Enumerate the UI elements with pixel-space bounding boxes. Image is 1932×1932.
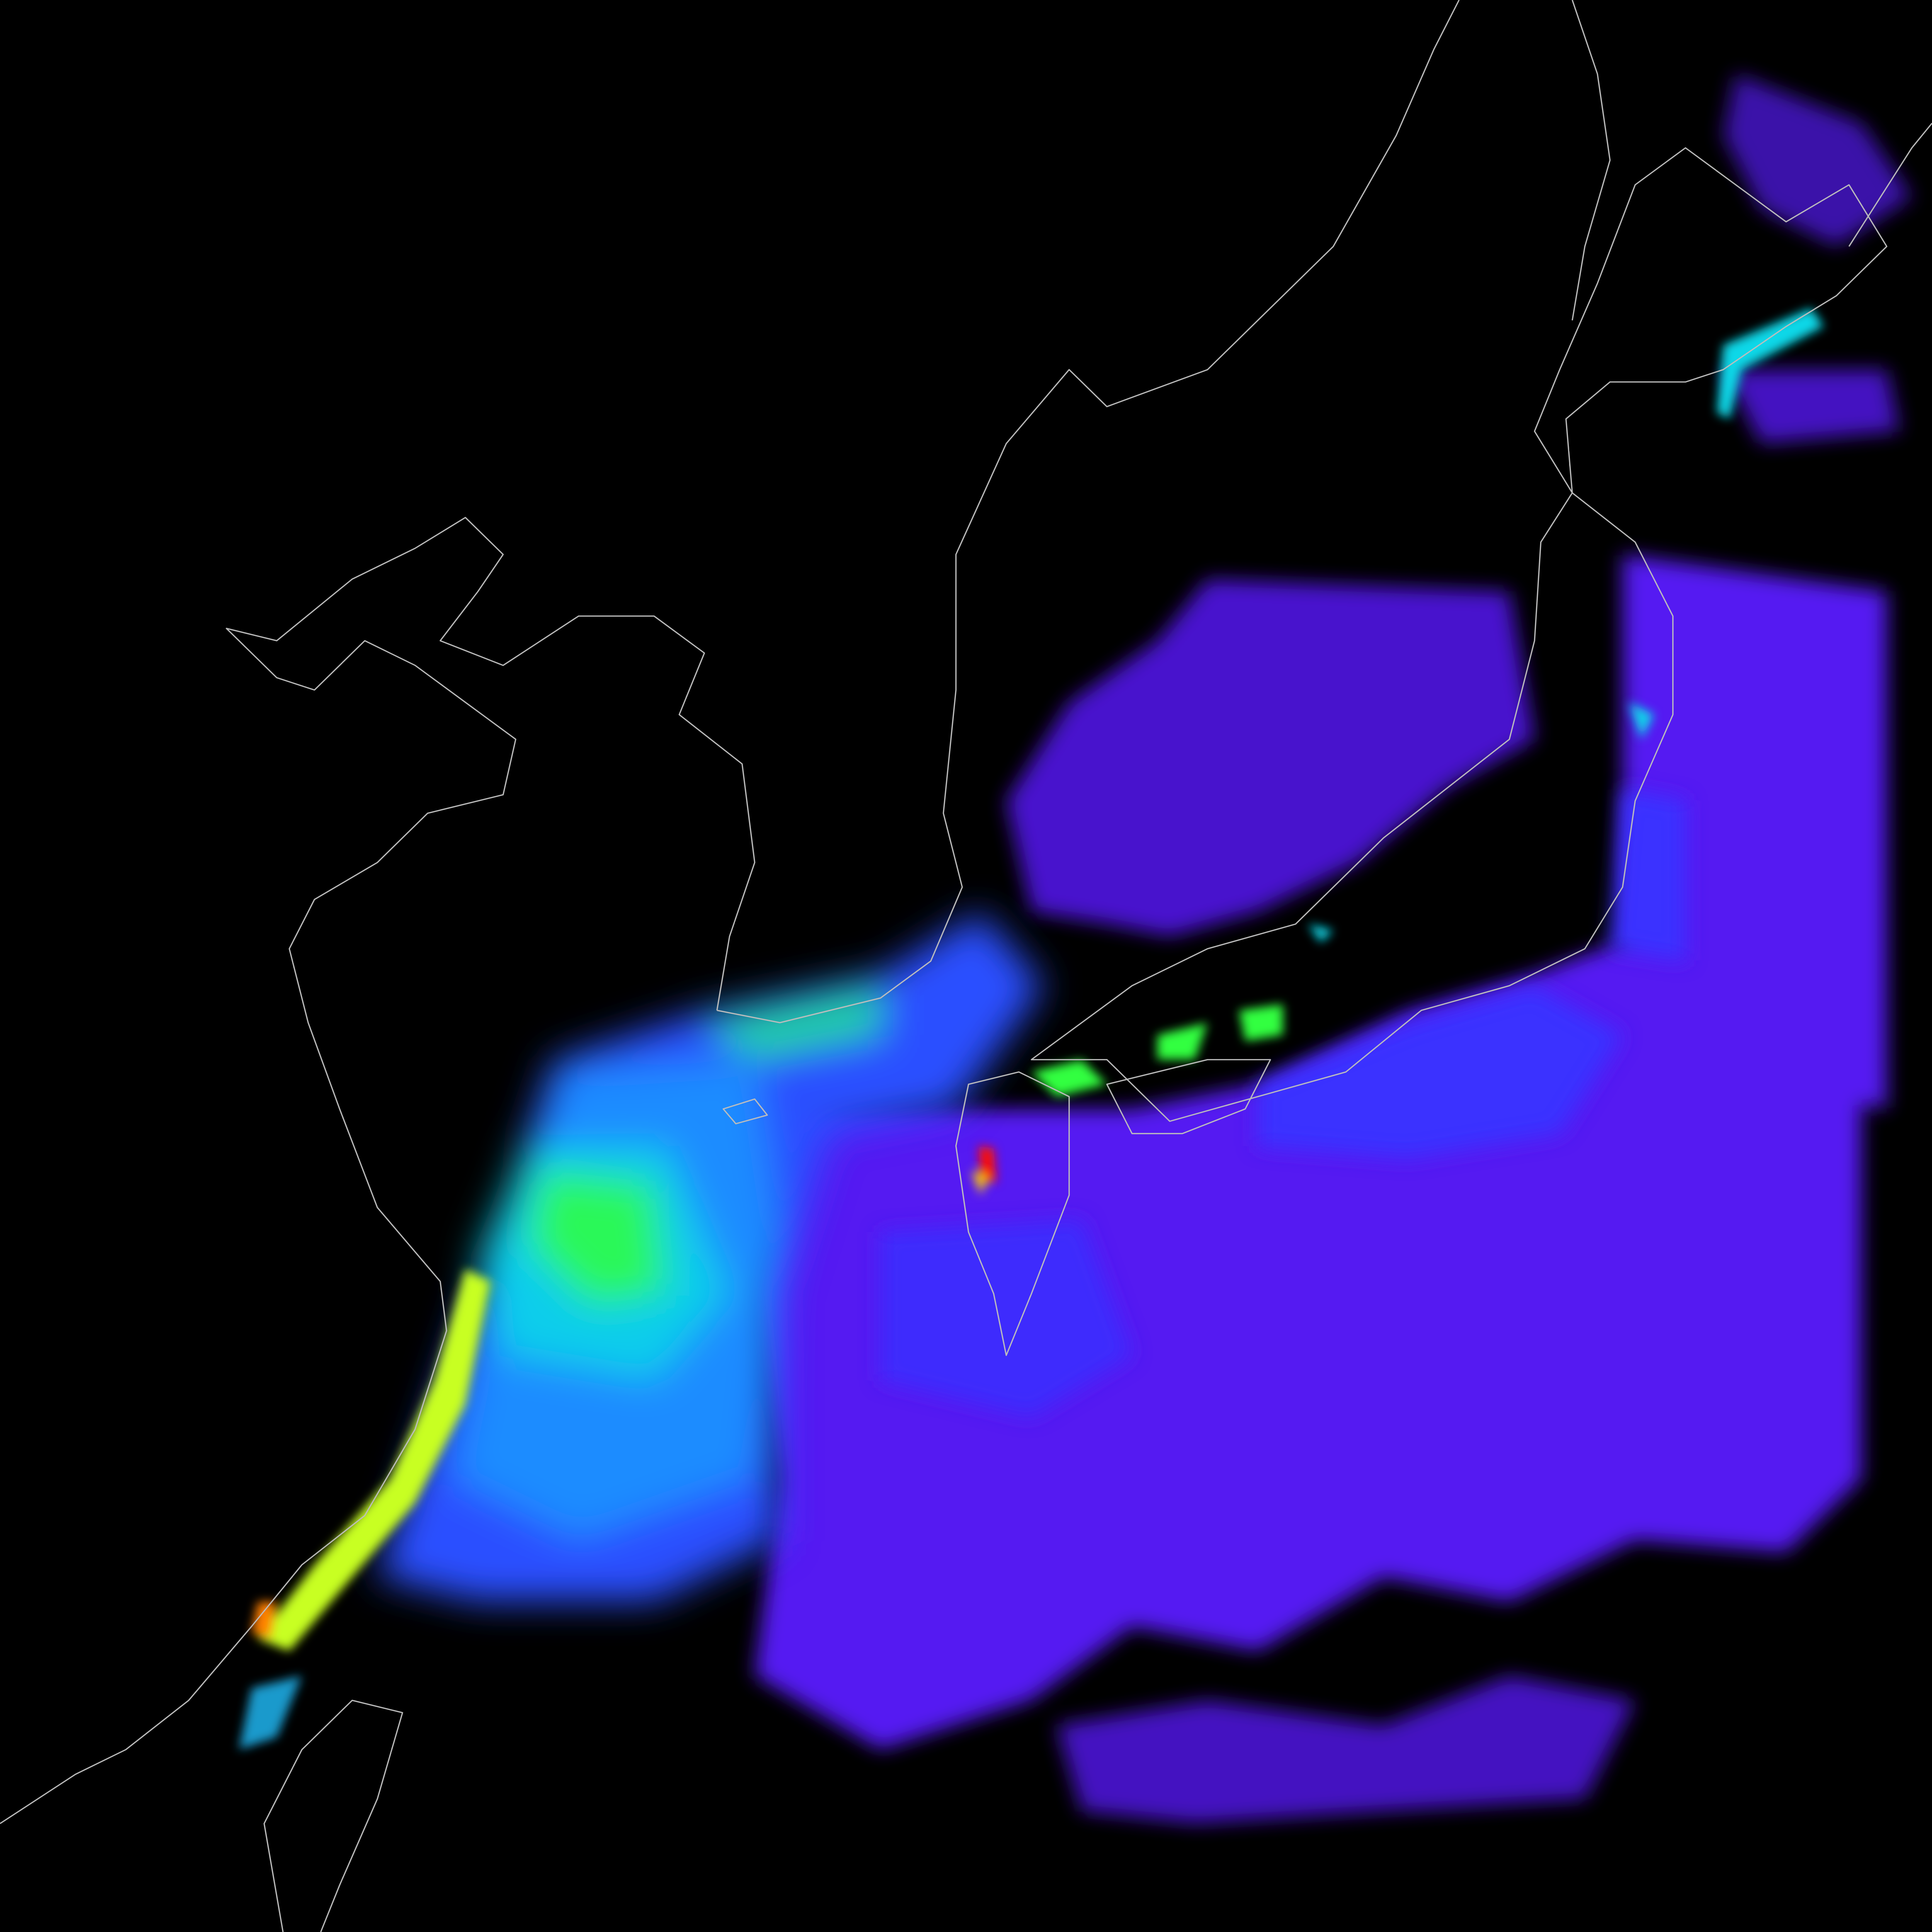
coastline-sakhalin [1571,0,1611,321]
pacific-low-chlorophyll [755,74,1912,1824]
coastline-jeju [723,1098,768,1124]
coastline-hokkaido [1534,147,1888,494]
coastline-kyushu [955,1071,1070,1356]
coastline-honshu [1031,492,1674,1122]
coastline-china [0,517,755,1824]
east-china-sea-bloom [377,912,1044,1602]
coastal-yellow-band [239,1269,491,1750]
coastline-kamchatka [1848,122,1932,247]
coastline-korea [717,0,1460,1024]
pacific-blue-patches [880,788,1685,1417]
coastline-shikoku [1106,1059,1271,1134]
coastline-taiwan [263,1699,403,1932]
